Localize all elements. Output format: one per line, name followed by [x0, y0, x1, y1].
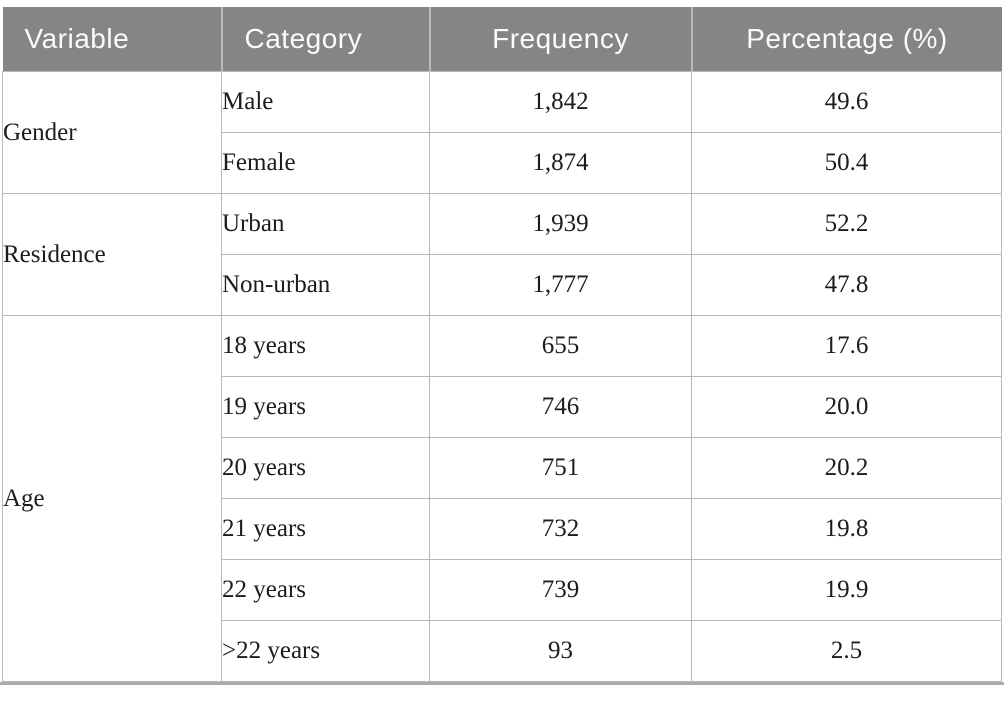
category-cell: 21 years [221, 498, 430, 560]
percentage-cell: 17.6 [691, 315, 1002, 377]
category-cell: Non-urban [221, 254, 430, 316]
table-container: Variable Category Frequency Percentage (… [0, 7, 1004, 685]
frequency-cell: 1,874 [429, 132, 692, 194]
percentage-cell: 49.6 [691, 71, 1002, 133]
percentage-cell: 20.0 [691, 376, 1002, 438]
frequency-cell: 1,842 [429, 71, 692, 133]
table-row: 19 years 746 20.0 [3, 376, 1002, 438]
column-header-category: Category [220, 7, 430, 72]
category-cell: 20 years [221, 437, 430, 499]
table-row: >22 years 93 2.5 [3, 620, 1002, 682]
percentage-cell: 2.5 [691, 620, 1002, 682]
variable-cell: Gender [2, 71, 222, 194]
category-cell: Urban [221, 193, 430, 255]
table-row: Age 18 years 655 17.6 [2, 315, 1002, 682]
variable-cell: Age [2, 315, 222, 682]
frequency-cell: 746 [429, 376, 692, 438]
table-row: Residence Urban 1,939 52.2 [2, 193, 1002, 316]
category-cell: 22 years [221, 559, 430, 621]
header-row: Variable Category Frequency Percentage (… [2, 7, 1002, 72]
table-body: Gender Male 1,842 49.6 Female 1,874 50.4 Reside… [2, 71, 1002, 682]
frequency-cell: 1,939 [429, 193, 692, 255]
percentage-cell: 47.8 [691, 254, 1002, 316]
table-row: 22 years 739 19.9 [3, 559, 1002, 621]
table-row: 20 years 751 20.2 [3, 437, 1002, 499]
table-row: Non-urban 1,777 47.8 [3, 254, 1002, 316]
percentage-cell: 50.4 [691, 132, 1002, 194]
table-header: Variable Category Frequency Percentage (… [2, 7, 1002, 72]
variable-cell: Residence [2, 193, 222, 316]
percentage-cell: 20.2 [691, 437, 1002, 499]
percentage-cell: 19.8 [691, 498, 1002, 560]
frequency-cell: 1,777 [429, 254, 692, 316]
frequency-cell: 93 [429, 620, 692, 682]
table-row: Gender Male 1,842 49.6 [2, 71, 1002, 194]
frequency-cell: 739 [429, 559, 692, 621]
column-header-percentage: Percentage (%) [690, 7, 1002, 72]
table-row: Female 1,874 50.4 [3, 132, 1002, 194]
demographics-table: Variable Category Frequency Percentage (… [2, 7, 1002, 682]
column-header-variable: Variable [2, 7, 222, 72]
percentage-cell: 52.2 [691, 193, 1002, 255]
category-cell: >22 years [221, 620, 430, 682]
category-cell: Male [221, 71, 430, 133]
column-header-frequency: Frequency [428, 7, 692, 72]
category-cell: 18 years [221, 315, 430, 377]
frequency-cell: 655 [429, 315, 692, 377]
percentage-cell: 19.9 [691, 559, 1002, 621]
category-cell: Female [221, 132, 430, 194]
category-cell: 19 years [221, 376, 430, 438]
frequency-cell: 751 [429, 437, 692, 499]
frequency-cell: 732 [429, 498, 692, 560]
